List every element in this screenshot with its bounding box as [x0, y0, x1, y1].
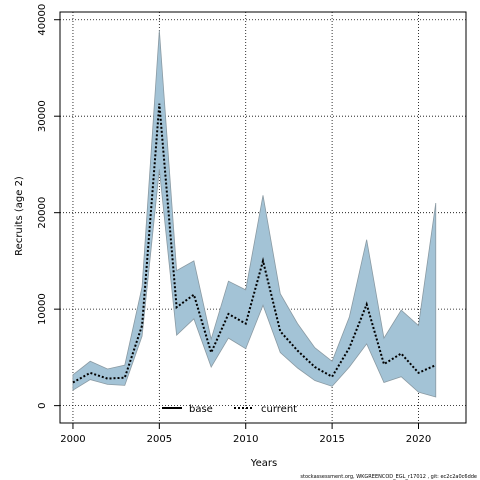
y-tick-label-10000: 10000 [37, 293, 48, 325]
confidence-band-layer [72, 30, 437, 398]
x-tick-label-2005: 2005 [147, 434, 172, 445]
plot-frame [59, 11, 467, 424]
axis-ticks-layer: 2000 2005 2010 2015 2020 0 10000 20000 30000 4000… [37, 4, 431, 445]
x-tick-label-2015: 2015 [319, 434, 344, 445]
series-line-current [72, 103, 437, 384]
y-tick-label-20000: 20000 [37, 197, 48, 229]
x-tick-label-2010: 2010 [233, 434, 258, 445]
legend-label-base: base [189, 404, 213, 415]
y-axis-label: Recruits (age 2) [14, 176, 25, 256]
x-tick-label-2020: 2020 [406, 434, 431, 445]
legend: base current [162, 404, 297, 415]
x-axis-label: Years [250, 458, 277, 469]
credit-text: stockassessment.org, WKGREENCOD_EGL_r170… [300, 474, 477, 480]
series-line-layer [72, 103, 437, 384]
legend-label-current: current [261, 404, 297, 415]
confidence-band [72, 30, 437, 398]
y-tick-label-0: 0 [37, 402, 48, 408]
x-tick-label-2000: 2000 [60, 434, 85, 445]
y-tick-label-30000: 30000 [37, 100, 48, 132]
plot-frame-layer [59, 11, 467, 424]
y-tick-label-40000: 40000 [37, 4, 48, 36]
